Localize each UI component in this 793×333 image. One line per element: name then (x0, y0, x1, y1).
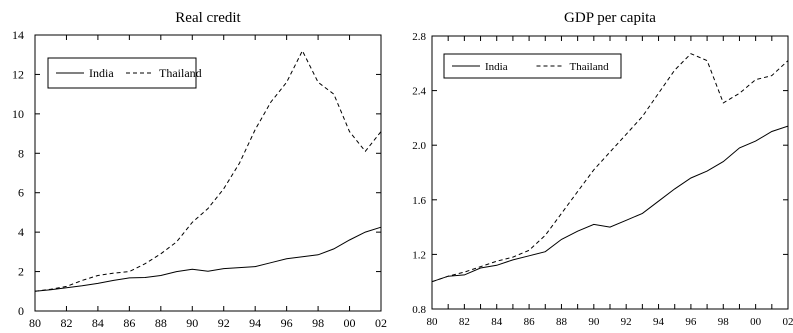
y-tick-label: 1.2 (412, 249, 426, 261)
y-tick-label: 8 (18, 146, 24, 160)
y-tick-label: 1.6 (412, 195, 426, 207)
series-line-thailand (431, 53, 789, 283)
x-tick-label: 80 (427, 316, 439, 328)
legend-label-india: India (485, 61, 508, 73)
x-tick-label: 82 (459, 316, 470, 328)
y-tick-label: 14 (12, 28, 24, 42)
x-tick-label: 88 (556, 316, 568, 328)
chart-title: Real credit (175, 10, 241, 26)
x-tick-label: 98 (718, 316, 730, 328)
legend-label-thailand: Thailand (570, 61, 610, 73)
x-tick-label: 86 (524, 316, 536, 328)
y-tick-label: 2.0 (412, 140, 426, 152)
y-tick-label: 2.4 (412, 86, 426, 98)
series-line-thailand (34, 49, 382, 292)
plot-frame (34, 34, 382, 312)
legend: India Thailand (443, 53, 622, 79)
y-tick-label: 4 (18, 225, 24, 239)
x-tick-label: 82 (60, 316, 72, 330)
chart-title: GDP per capita (564, 10, 656, 26)
y-tick-label: 0 (18, 304, 24, 318)
x-tick-label: 90 (588, 316, 600, 328)
x-tick-label: 98 (312, 316, 324, 330)
x-tick-label: 02 (375, 316, 387, 330)
legend-box (443, 53, 622, 79)
x-tick-label: 80 (29, 316, 41, 330)
x-tick-label: 92 (621, 316, 632, 328)
x-tick-label: 96 (685, 316, 697, 328)
series-line-india (34, 226, 382, 292)
x-tick-label: 92 (218, 316, 230, 330)
legend: India Thailand (47, 57, 202, 89)
y-tick-label: 2.8 (412, 31, 426, 43)
x-tick-label: 94 (249, 316, 261, 330)
x-tick-label: 86 (123, 316, 135, 330)
x-tick-label: 84 (491, 316, 503, 328)
y-tick-label: 6 (18, 186, 24, 200)
x-tick-label: 84 (92, 316, 104, 330)
x-tick-label: 96 (281, 316, 293, 330)
chart-panel-2: GDP per capita 0.8 1.2 1.6 2.0 2.4 2.8 80 82 84 86… (412, 10, 793, 328)
x-tick-label: 02 (783, 316, 793, 328)
y-tick-label: 10 (12, 107, 24, 121)
legend-label-thailand: Thailand (159, 66, 202, 80)
x-tick-label: 90 (186, 316, 198, 330)
x-tick-label: 94 (653, 316, 665, 328)
x-tick-label: 00 (750, 316, 762, 328)
legend-box (47, 57, 197, 89)
y-tick-label: 2 (18, 265, 24, 279)
legend-label-india: India (89, 66, 114, 80)
y-tick-label: 12 (12, 67, 24, 81)
x-tick-label: 00 (344, 316, 356, 330)
x-tick-label: 88 (155, 316, 167, 330)
y-tick-label: 0.8 (412, 304, 426, 316)
series-line-india (431, 125, 789, 283)
